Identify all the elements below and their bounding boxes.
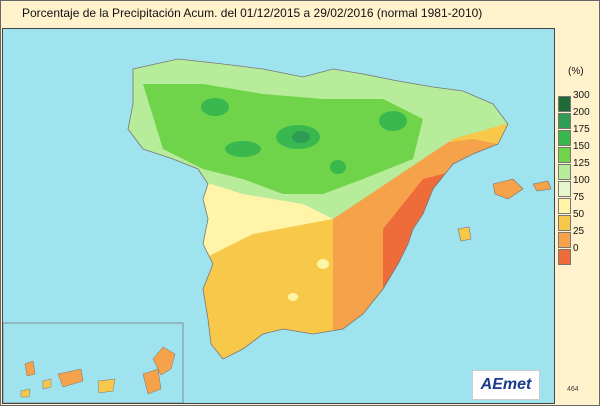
legend-swatch (558, 164, 571, 180)
figure-code: 464 (567, 386, 579, 393)
peninsula-region (128, 59, 508, 359)
legend: (%) 300 200 175 150 125 100 75 50 25 0 (556, 28, 598, 402)
la-palma-island (24, 360, 36, 377)
canary-inset-frame (3, 322, 184, 403)
legend-label: 300 (573, 90, 590, 101)
legend-label: 175 (573, 124, 590, 135)
gran-canaria-island (97, 378, 116, 394)
legend-swatch (558, 198, 571, 214)
map-title: Porcentaje de la Precipitación Acum. del… (22, 6, 483, 20)
lanzarote-island (152, 346, 176, 376)
legend-swatch (558, 130, 571, 146)
fuerteventura-island (142, 368, 162, 395)
legend-swatch (558, 96, 571, 112)
legend-label: 200 (573, 107, 590, 118)
peninsula-outline (127, 58, 509, 360)
legend-label: 150 (573, 141, 590, 152)
legend-swatch (558, 232, 571, 248)
legend-swatch (558, 147, 571, 163)
legend-swatch (558, 215, 571, 231)
precipitation-map (2, 28, 555, 404)
legend-label: 50 (573, 209, 585, 220)
legend-label: 125 (573, 158, 590, 169)
legend-swatch (558, 181, 571, 197)
legend-label: 75 (573, 192, 585, 203)
el-hierro-island (20, 388, 31, 398)
legend-label: 100 (573, 175, 590, 186)
legend-swatch (558, 249, 571, 265)
legend-swatch (558, 113, 571, 129)
map-svg (3, 58, 552, 403)
legend-unit: (%) (568, 66, 584, 77)
legend-label: 25 (573, 226, 585, 237)
aemet-logo: AEmet (472, 370, 540, 400)
tenerife-island (57, 368, 84, 388)
la-gomera-island (42, 378, 52, 390)
mallorca-island (492, 178, 524, 200)
legend-label: 0 (573, 243, 579, 254)
menorca-island (532, 180, 552, 192)
ibiza-island (457, 226, 472, 242)
